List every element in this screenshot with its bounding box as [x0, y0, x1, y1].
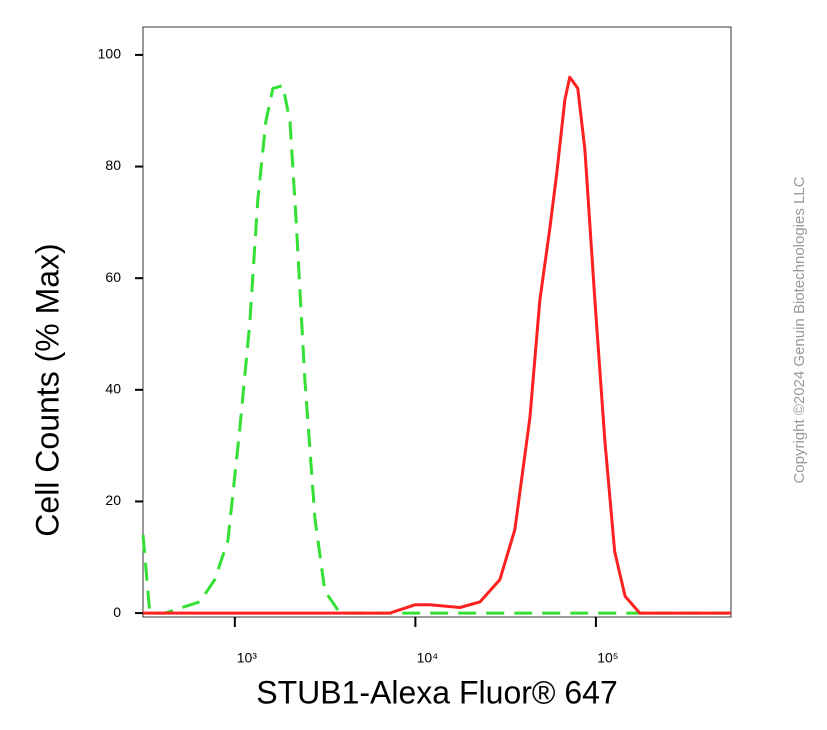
- y-tick-label: 100: [98, 46, 122, 62]
- y-tick-label: 80: [105, 157, 121, 173]
- y-axis-label: Cell Counts (% Max): [29, 243, 65, 536]
- y-tick-label: 60: [105, 269, 121, 285]
- x-tick-label: 10⁴: [417, 650, 439, 666]
- series-line: [143, 75, 731, 615]
- series-line: [141, 84, 731, 615]
- y-tick-label: 0: [113, 604, 121, 620]
- y-tick-label: 20: [105, 492, 121, 508]
- plot-frame: [142, 26, 732, 618]
- x-axis-label: STUB1-Alexa Fluor® 647: [256, 674, 618, 710]
- copyright: Copyright ©2024 Genuin Biotechnologies L…: [791, 176, 808, 483]
- x-tick-label: 10⁵: [597, 650, 618, 666]
- x-tick-label: 10³: [237, 650, 258, 666]
- y-tick-label: 40: [105, 381, 121, 397]
